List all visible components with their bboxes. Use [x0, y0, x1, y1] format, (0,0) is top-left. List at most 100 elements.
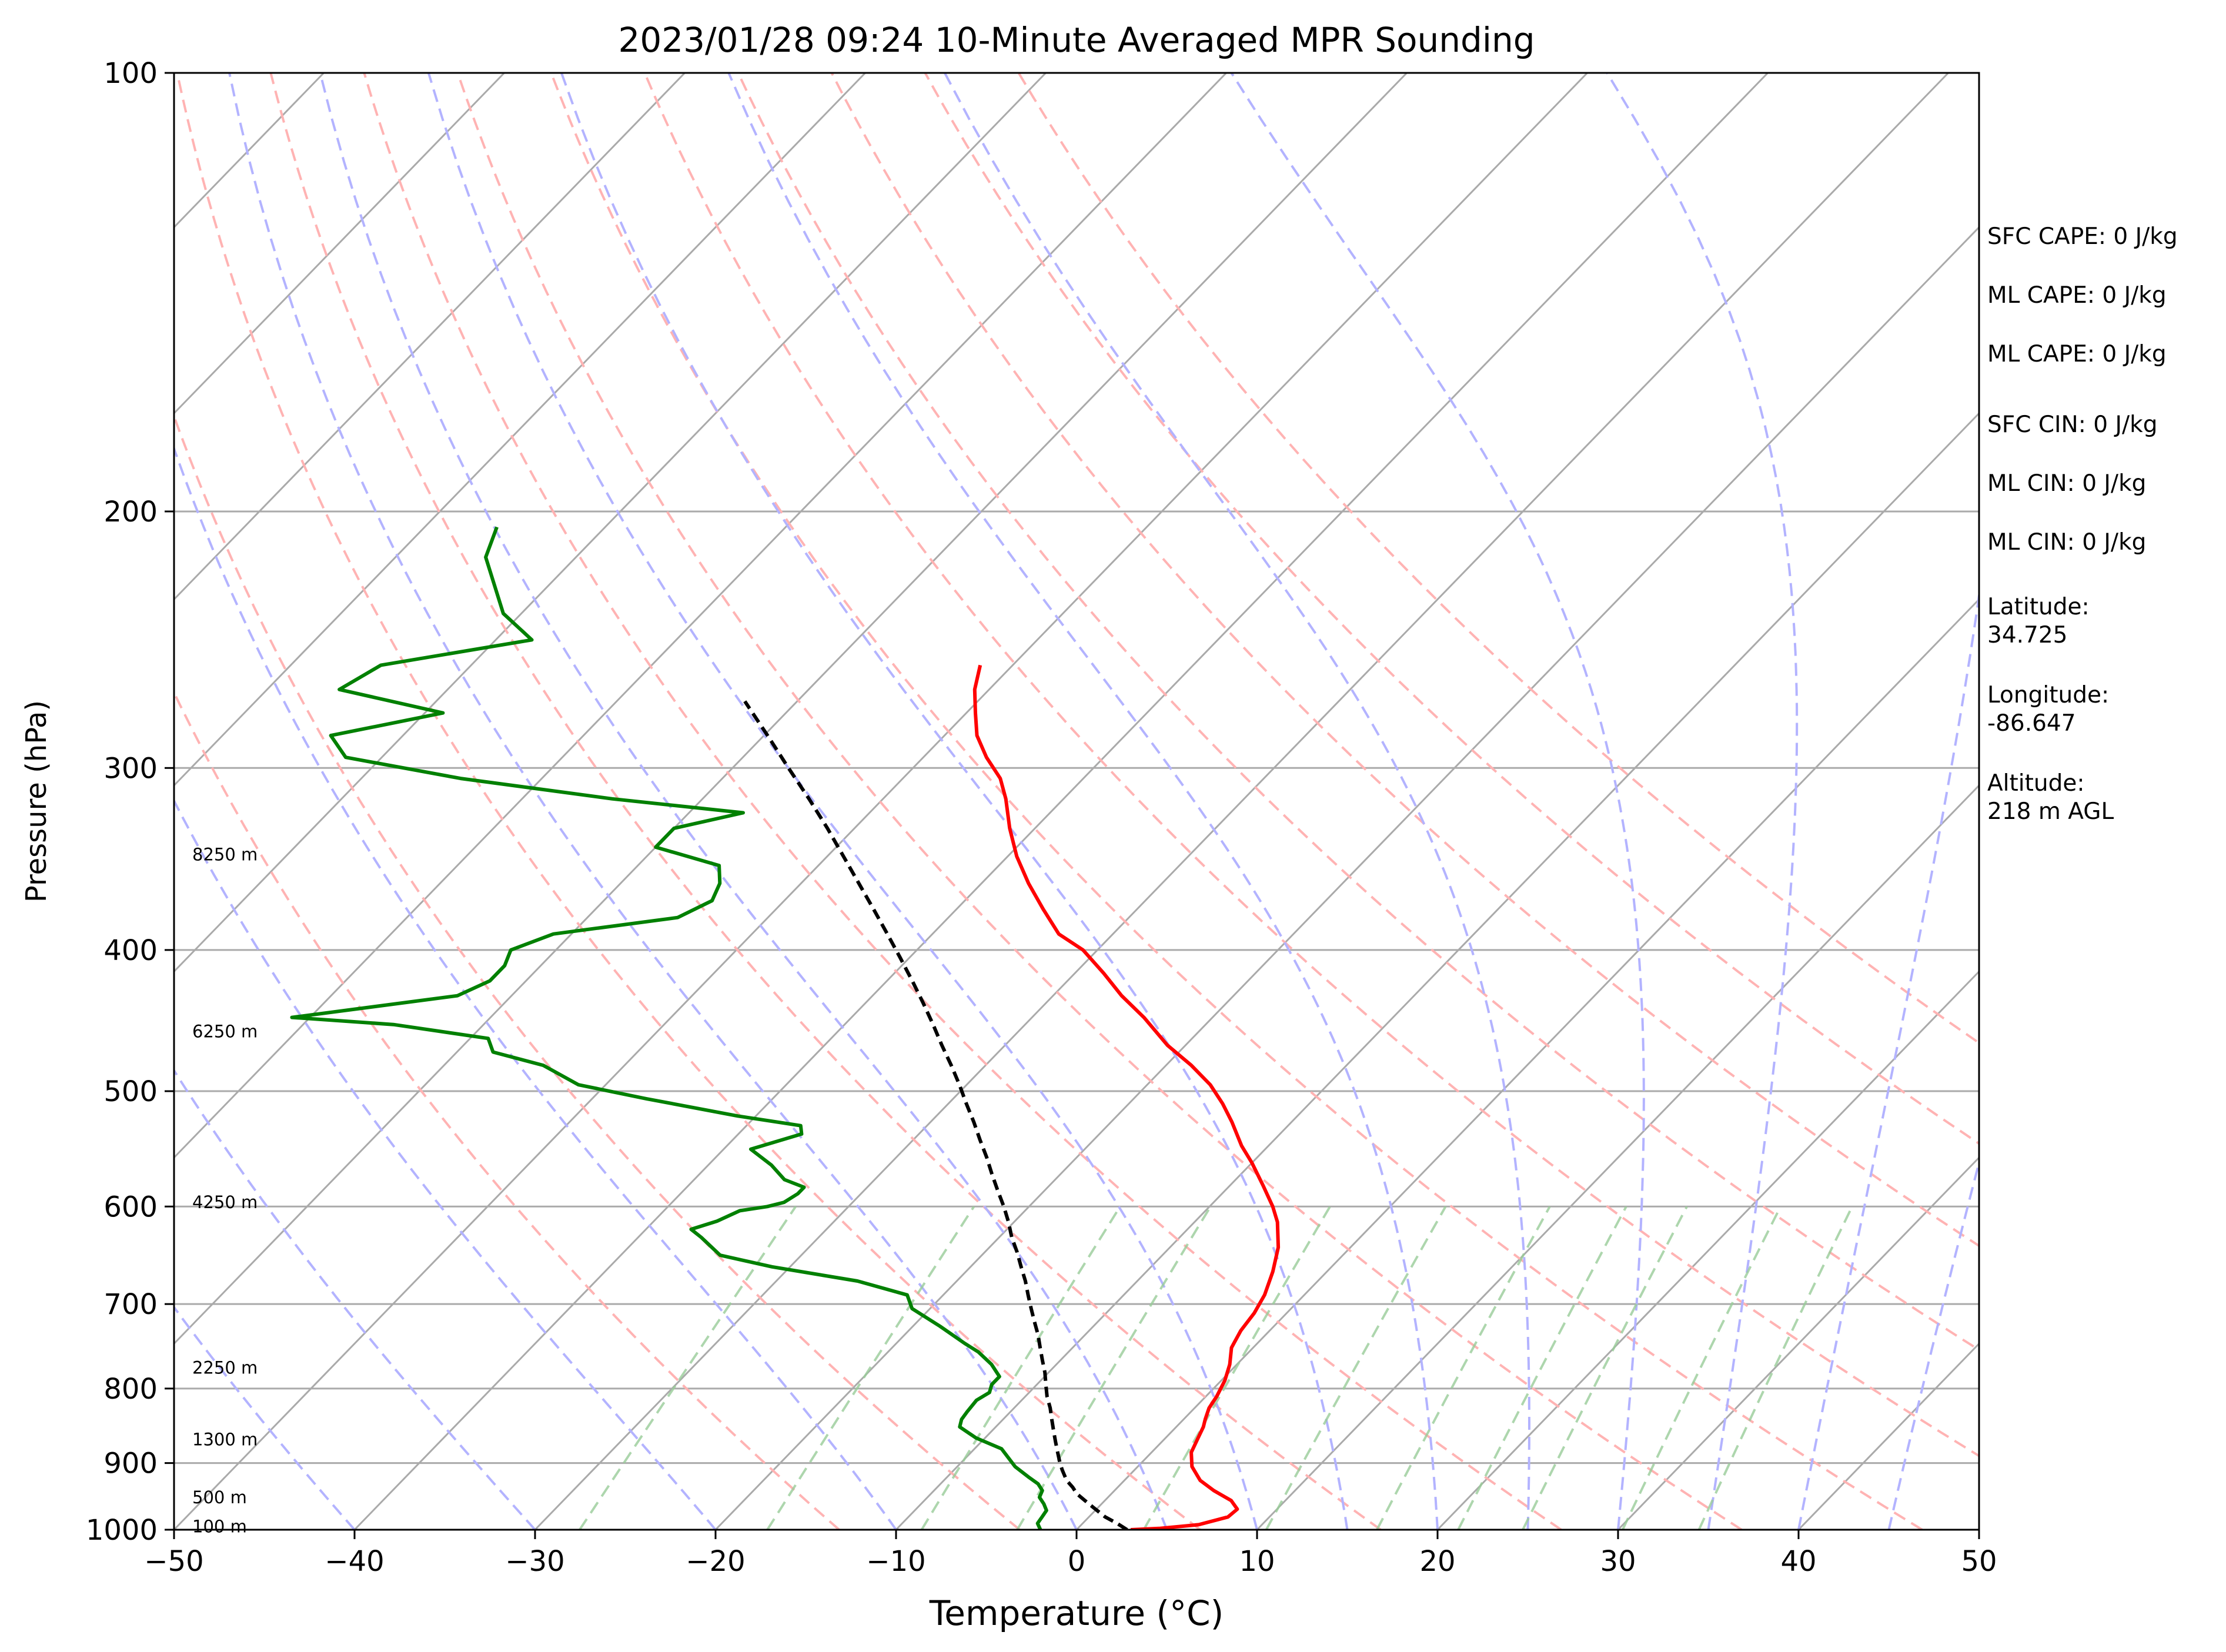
y-tick-label: 600	[103, 1190, 158, 1223]
mixing-ratio-line	[1522, 1206, 1688, 1530]
y-tick-label: 200	[103, 496, 158, 529]
isotherm-line	[895, 412, 1979, 1530]
side-annotation-line: Latitude:	[1987, 594, 2090, 620]
side-annotation: SFC CAPE: 0 J/kg	[1987, 223, 2178, 250]
side-annotation-line: 218 m AGL	[1987, 798, 2114, 825]
background-lines	[174, 73, 1979, 1530]
isotherm-line	[1617, 1156, 1979, 1530]
isotherm-line	[1075, 598, 1979, 1530]
dewpoint-profile	[290, 526, 1048, 1530]
side-annotation: SFC CIN: 0 J/kg	[1987, 412, 2157, 438]
side-annotation-line: SFC CAPE: 0 J/kg	[1987, 223, 2178, 250]
dry-adiabat-line	[643, 73, 1979, 1457]
side-annotation: ML CAPE: 0 J/kg	[1987, 282, 2167, 309]
side-annotation-line: Longitude:	[1987, 682, 2109, 708]
height-label: 8250 m	[192, 845, 258, 865]
temperature-profile	[972, 664, 1281, 1530]
dry-adiabat-line	[176, 73, 1201, 1530]
x-tick-label: 30	[1600, 1545, 1636, 1578]
sounding-profiles	[290, 526, 1281, 1530]
isotherm-line	[174, 73, 505, 415]
side-annotation-line: Altitude:	[1987, 770, 2085, 797]
x-tick-label: 0	[1068, 1545, 1086, 1578]
x-tick-label: −50	[144, 1545, 203, 1578]
isotherm-line	[174, 73, 1047, 973]
x-axis-label: Temperature (°C)	[929, 1593, 1224, 1633]
y-tick-label: 500	[103, 1075, 158, 1108]
y-tick-label: 300	[103, 752, 158, 785]
side-annotation: Altitude: 218 m AGL	[1987, 770, 2114, 825]
x-tick-label: 40	[1780, 1545, 1816, 1578]
side-annotation-line: -86.647	[1987, 710, 2076, 737]
dry-adiabat-line	[456, 73, 1743, 1530]
x-tick-label: −40	[325, 1545, 384, 1578]
side-annotation: Latitude: 34.725	[1987, 594, 2090, 648]
isotherm-line	[174, 73, 866, 787]
isotherm-line	[1256, 784, 1979, 1530]
y-tick-label: 700	[103, 1288, 158, 1321]
moist-adiabat-line	[1230, 73, 1645, 1530]
side-annotation-line: ML CAPE: 0 J/kg	[1987, 282, 2167, 309]
side-annotation: Longitude: -86.647	[1987, 682, 2109, 737]
x-tick-label: 10	[1239, 1545, 1275, 1578]
plot-area	[174, 73, 1979, 1530]
x-tick-label: −10	[866, 1545, 925, 1578]
height-label: 500 m	[192, 1487, 247, 1507]
moist-adiabat-line	[1887, 1158, 1979, 1530]
x-tick-label: 50	[1961, 1545, 1997, 1578]
moist-adiabat-line	[174, 444, 897, 1530]
chart-title: 2023/01/28 09:24 10-Minute Averaged MPR …	[618, 20, 1535, 60]
dry-adiabat-line	[269, 73, 1382, 1530]
x-tick-label: −20	[686, 1545, 745, 1578]
moist-adiabat-line	[174, 1068, 536, 1530]
isotherm-line	[174, 73, 1408, 1345]
moist-adiabat-line	[560, 73, 1349, 1530]
height-label: 1300 m	[192, 1429, 258, 1449]
mixing-ratio-line	[579, 1206, 797, 1530]
mixing-ratio-line	[1265, 1206, 1447, 1530]
y-tick-label: 1000	[86, 1514, 158, 1547]
y-tick-label: 900	[103, 1447, 158, 1480]
x-tick-label: 20	[1419, 1545, 1455, 1578]
side-annotation-line: ML CAPE: 0 J/kg	[1987, 341, 2167, 367]
side-annotation-line: SFC CIN: 0 J/kg	[1987, 412, 2157, 438]
mixing-ratio-line	[766, 1206, 975, 1530]
isotherm-line	[174, 73, 686, 601]
dry-adiabat-line	[363, 73, 1562, 1530]
isotherm-line	[534, 73, 1949, 1530]
isotherm-line	[714, 226, 1979, 1530]
isotherm-line	[353, 73, 1769, 1530]
dry-adiabat-line	[830, 73, 1979, 1248]
moist-adiabat-line	[1606, 73, 1799, 1530]
axis-ticks: −50 −40 −30 −20 −10 0 10 20 30 40 50 100 200 300 400 50…	[86, 57, 1997, 1578]
height-label: 6250 m	[192, 1022, 258, 1042]
moist-adiabat-line	[427, 73, 1258, 1530]
y-axis-label: Pressure (hPa)	[20, 700, 53, 902]
height-label: 4250 m	[192, 1192, 258, 1212]
mixing-ratio-line	[1376, 1206, 1551, 1530]
side-annotation: ML CAPE: 0 J/kg	[1987, 341, 2167, 367]
side-annotation-line: 34.725	[1987, 622, 2067, 648]
side-annotation: ML CIN: 0 J/kg	[1987, 529, 2146, 556]
side-annotation-line: ML CIN: 0 J/kg	[1987, 470, 2146, 497]
height-label: 100 m	[192, 1517, 247, 1537]
mixing-ratio-line	[920, 1206, 1121, 1530]
side-annotations: SFC CAPE: 0 J/kg ML CAPE: 0 J/kg ML CAPE: …	[1987, 223, 2178, 825]
moist-adiabat-line	[1797, 587, 1979, 1530]
isotherm-line	[174, 73, 1227, 1159]
moist-adiabat-line	[944, 73, 1530, 1530]
moist-adiabat-line	[727, 73, 1439, 1530]
side-annotation-line: ML CIN: 0 J/kg	[1987, 529, 2146, 556]
dry-adiabat-line	[550, 73, 1923, 1530]
side-annotation: ML CIN: 0 J/kg	[1987, 470, 2146, 497]
mixing-ratio-line	[1457, 1206, 1627, 1530]
isotherm-line	[1436, 970, 1979, 1530]
mixing-ratio-line	[1142, 1206, 1331, 1530]
y-tick-label: 400	[103, 934, 158, 967]
y-tick-label: 800	[103, 1373, 158, 1406]
y-tick-label: 100	[103, 57, 158, 90]
moist-adiabat-line	[319, 73, 1168, 1530]
height-labels: 100 m 500 m 1300 m 2250 m 4250 m 6250 m 8250 m	[192, 845, 258, 1537]
mixing-ratio-line	[1016, 1206, 1212, 1530]
